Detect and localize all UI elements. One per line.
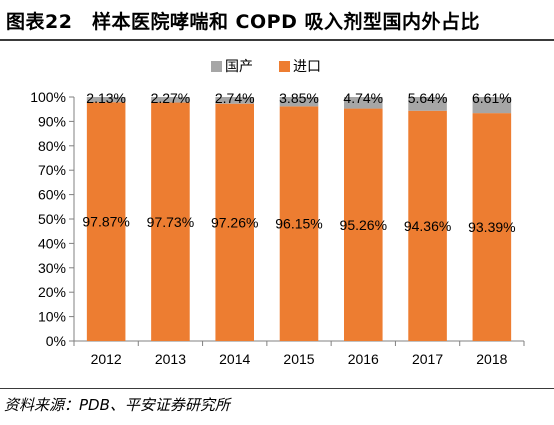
legend-label: 国产 — [225, 58, 253, 74]
legend-swatch — [279, 61, 290, 72]
chart-area: 0% 10% 20% 30% 40% 50% 60% 70% 80% 90% 100% 97.87% 2… — [0, 42, 554, 387]
x-tick-label: 2018 — [476, 351, 507, 367]
data-label-domestic: 2.74% — [215, 90, 255, 106]
x-tick-label: 2015 — [283, 351, 314, 367]
bar-import — [344, 108, 383, 341]
bar-domestic — [344, 97, 383, 109]
data-label-import: 95.26% — [340, 217, 387, 233]
data-label-import: 97.87% — [82, 214, 129, 230]
title-bar: 图表22 样本医院哮喘和 COPD 吸入剂型国内外占比 — [0, 0, 554, 41]
legend-label: 进口 — [293, 58, 321, 74]
bar-import — [279, 106, 319, 341]
y-tick-label: 90% — [38, 113, 66, 129]
bar-import — [472, 113, 512, 341]
data-label-domestic: 5.64% — [408, 90, 448, 106]
y-tick-label: 50% — [38, 211, 66, 227]
title-divider — [0, 39, 554, 41]
y-tick-label: 100% — [30, 89, 66, 105]
chart-title: 图表22 样本医院哮喘和 COPD 吸入剂型国内外占比 — [6, 11, 480, 33]
data-label-import: 97.73% — [147, 214, 194, 230]
y-tick-label: 30% — [38, 260, 66, 276]
data-label-import: 93.39% — [468, 219, 515, 235]
data-label-import: 94.36% — [404, 218, 451, 234]
y-tick-label: 0% — [46, 333, 66, 349]
y-tick-label: 70% — [38, 162, 66, 178]
bar-domestic — [279, 97, 319, 107]
x-tick-label: 2016 — [348, 351, 379, 367]
data-label-domestic: 6.61% — [472, 90, 512, 106]
data-label-domestic: 3.85% — [279, 90, 319, 106]
y-tick-label: 20% — [38, 284, 66, 300]
legend-swatch — [211, 61, 222, 72]
bar-domestic — [408, 97, 447, 111]
bar-domestic — [86, 97, 126, 103]
x-tick-label: 2014 — [219, 351, 250, 367]
bar-import — [408, 110, 447, 341]
y-tick-label: 80% — [38, 138, 66, 154]
stacked-bar-chart: 0% 10% 20% 30% 40% 50% 60% 70% 80% 90% 100% 97.87% 2… — [30, 58, 525, 367]
data-label-import: 96.15% — [275, 216, 322, 232]
x-tick-label: 2017 — [412, 351, 443, 367]
data-label-domestic: 2.27% — [151, 90, 191, 106]
bar-import — [86, 102, 126, 341]
source-divider — [0, 388, 554, 389]
bar-domestic — [472, 97, 512, 114]
x-tick-label: 2013 — [155, 351, 186, 367]
y-tick-label: 40% — [38, 235, 66, 251]
bar-domestic — [151, 97, 190, 103]
data-label-import: 97.26% — [211, 214, 258, 230]
y-tick-label: 60% — [38, 187, 66, 203]
bar-import — [215, 103, 254, 341]
y-tick-label: 10% — [38, 309, 66, 325]
x-tick-label: 2012 — [91, 351, 122, 367]
source-note: 资料来源：PDB、平安证券研究所 — [4, 396, 230, 414]
data-label-domestic: 4.74% — [343, 90, 383, 106]
bar-domestic — [215, 97, 254, 104]
bar-import — [151, 102, 190, 341]
data-label-domestic: 2.13% — [86, 90, 126, 106]
